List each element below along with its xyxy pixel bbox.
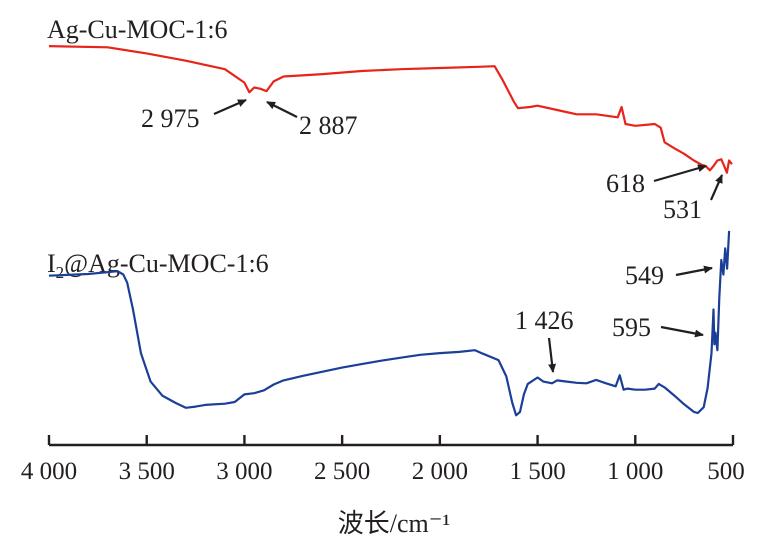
annotation-arrow-2887 xyxy=(266,101,298,118)
annotation-arrow-2975 xyxy=(213,98,247,116)
x-axis-ticks: 4 000 3 500 3 000 2 500 2 000 1 500 1 000 500 xyxy=(21,435,745,485)
annotation-label-549: 549 xyxy=(625,261,664,290)
series-label-red: Ag-Cu-MOC-1:6 xyxy=(47,15,228,44)
annotation-label-2887: 2 887 xyxy=(299,111,358,140)
annotation-arrow-1426 xyxy=(547,337,557,373)
x-tick-label-4000: 4 000 xyxy=(21,458,77,485)
x-axis-title: 波长/cm⁻¹ xyxy=(338,509,451,538)
annotation-label-531: 531 xyxy=(663,195,702,224)
annotation-label-1426: 1 426 xyxy=(515,306,574,335)
x-tick-label-1500: 1 500 xyxy=(509,458,565,485)
series-label-blue: I2@Ag-Cu-MOC-1:6 xyxy=(47,249,269,282)
x-tick-label-2500: 2 500 xyxy=(314,458,370,485)
annotation-arrow-595 xyxy=(660,325,704,338)
x-tick-label-3500: 3 500 xyxy=(119,458,175,485)
x-tick-label-1000: 1 000 xyxy=(607,458,663,485)
series-line-blue xyxy=(48,230,731,417)
x-tick-label-3000: 3 000 xyxy=(216,458,272,485)
series-line-red xyxy=(48,45,733,174)
annotation-arrow-531 xyxy=(709,174,724,201)
annotation-label-2975: 2 975 xyxy=(141,104,200,133)
annotation-arrow-618 xyxy=(653,164,707,183)
annotation-label-595: 595 xyxy=(612,313,651,342)
x-tick-label-500: 500 xyxy=(707,458,745,485)
annotation-arrow-549 xyxy=(675,265,713,277)
annotation-label-618: 618 xyxy=(606,169,645,198)
x-tick-label-2000: 2 000 xyxy=(412,458,468,485)
